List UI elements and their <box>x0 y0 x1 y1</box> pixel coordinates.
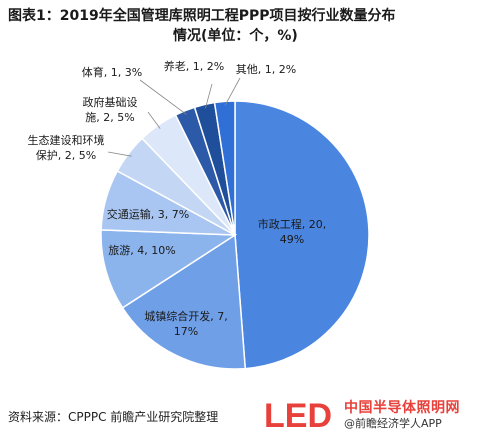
slice-label-line1: 养老, 1, 2% <box>164 59 224 73</box>
slice-label-3: 旅游, 4, 10% <box>108 243 175 257</box>
slice-label-line1: 生态建设和环境 <box>28 133 105 147</box>
slice-label-line1: 交通运输, 3, 7% <box>107 207 189 221</box>
slice-label-1: 市政工程, 20, 49% <box>258 217 327 246</box>
slice-label-9: 其他, 1, 2% <box>236 63 296 76</box>
slice-label-line2: 49% <box>280 233 304 246</box>
pie-slice-1 <box>234 100 370 370</box>
source-note: 资料来源：CPPPC 前瞻产业研究院整理 <box>8 410 219 424</box>
slice-label-7: 体育, 1, 3% <box>82 65 142 79</box>
pie-slice-2 <box>121 233 247 370</box>
leader-line-5 <box>107 151 132 157</box>
slice-label-6: 政府基础设施, 2, 5% <box>83 95 138 124</box>
slice-label-line2: 17% <box>174 325 198 338</box>
leader-line-7 <box>139 79 187 115</box>
pie-chart: 市政工程, 20, 49% 城镇综合开发, 7, 17% 旅游, 4, 10% 交通运输,… <box>28 59 370 370</box>
slice-label-8: 养老, 1, 2% <box>164 59 224 73</box>
led-logo-text: LED <box>264 397 332 433</box>
brand-subtitle: @前瞻经济学人APP <box>344 417 442 430</box>
slice-label-line1: 旅游, 4, 10% <box>108 243 175 257</box>
chart-title: 图表1：2019年全国管理库照明工程PPP项目按行业数量分布 情况(单位：个，%… <box>8 6 478 46</box>
slice-label-line2: 施, 2, 5% <box>85 111 134 124</box>
slice-label-5: 生态建设和环境保护, 2, 5% <box>28 133 105 162</box>
slice-label-line1: 政府基础设 <box>83 95 138 109</box>
chart-title-line2: 情况(单位：个，%) <box>173 28 298 44</box>
leader-line-6 <box>147 111 161 129</box>
leader-line-8 <box>204 83 213 109</box>
slice-label-line1: 体育, 1, 3% <box>82 65 142 79</box>
pie-slice-3 <box>100 229 238 309</box>
led-logo-icon: LED <box>264 397 332 433</box>
slice-label-line1: 其他, 1, 2% <box>236 63 296 76</box>
brand-logo: LED 中国半导体照明网 @前瞻经济学人APP <box>264 395 484 435</box>
slice-label-2: 城镇综合开发, 7, 17% <box>144 309 228 338</box>
slice-label-line1: 市政工程, 20, <box>258 217 327 231</box>
slice-label-4: 交通运输, 3, 7% <box>107 207 189 221</box>
slice-label-line2: 保护, 2, 5% <box>36 148 96 162</box>
slice-label-line1: 城镇综合开发, 7, <box>144 309 228 323</box>
chart-title-line1: 图表1：2019年全国管理库照明工程PPP项目按行业数量分布 <box>8 8 396 24</box>
leader-line-9 <box>224 77 241 106</box>
brand-name: 中国半导体照明网 <box>344 400 460 416</box>
pie-slice-9 <box>213 100 236 236</box>
